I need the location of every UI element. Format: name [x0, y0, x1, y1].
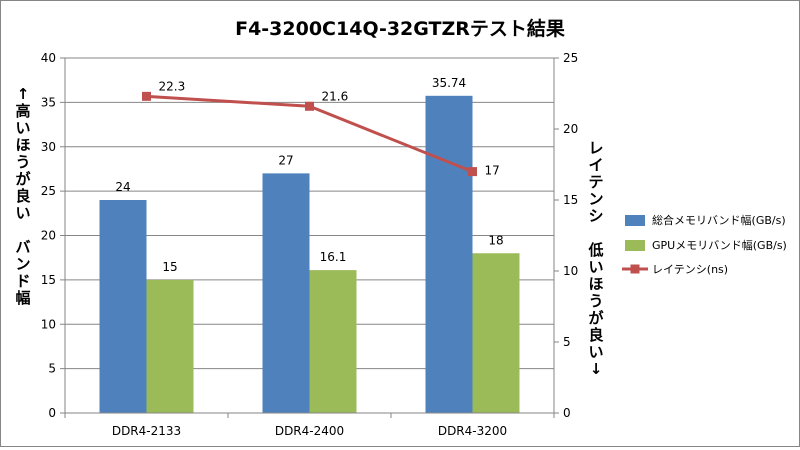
latency-marker: [468, 167, 477, 177]
y-tick-label-left: 40: [41, 51, 56, 65]
y-tick-label-right: 15: [563, 193, 578, 207]
y-tick-label-left: 15: [41, 273, 56, 287]
bar-data-label: 27: [278, 153, 293, 167]
bar-data-label: 15: [162, 260, 177, 274]
y-axis-title-left-char: ほ: [15, 136, 30, 154]
bar-data-label: 16.1: [320, 250, 347, 264]
y-axis-title-left-char: バ: [15, 238, 30, 256]
bar-data-label: 35.74: [432, 76, 466, 90]
x-tick-label: DDR4-2133: [112, 424, 181, 438]
y-axis-title-left-char: ド: [15, 272, 30, 290]
y-axis-title-right-char: ほ: [588, 275, 603, 293]
y-axis-title-right-char: テ: [588, 173, 603, 191]
y-axis-title-right-char: う: [588, 292, 603, 310]
latency-marker: [142, 91, 151, 101]
bar: [262, 173, 310, 413]
y-tick-label-right: 10: [563, 264, 578, 278]
line-data-label: 22.3: [159, 79, 186, 93]
legend: 総合メモリバンド幅(GB/s) GPUメモリバンド幅(GB/s) レイテンシ(ns): [622, 213, 787, 276]
y-axis-title-right-char: イ: [588, 156, 603, 174]
y-axis-title-right-char: ↓: [590, 360, 603, 378]
y-tick-label-left: 20: [41, 229, 56, 243]
legend-swatch: [625, 215, 645, 226]
line-data-label: 21.6: [322, 89, 349, 103]
legend-label: GPUメモリバンド幅(GB/s): [652, 239, 787, 252]
y-axis-title-left-char: が: [15, 170, 31, 188]
bar: [425, 95, 473, 414]
bar: [472, 253, 520, 413]
legend-marker: [630, 264, 640, 274]
y-tick-label-left: 25: [41, 184, 56, 198]
y-axis-title-left-char: い: [15, 204, 30, 222]
y-axis-title-right-char: 良: [588, 326, 603, 344]
y-axis-title-right-char: レ: [588, 139, 603, 157]
y-tick-label-right: 25: [563, 51, 578, 65]
axes: 0 5 10 15 20 25 30 35 40 0 5 10 15 20 25 DDR4-2133 DDR4-…: [41, 51, 579, 438]
y-axis-title-left-char: 幅: [15, 289, 30, 307]
y-tick-label-right: 5: [563, 335, 571, 349]
legend-label: 総合メモリバンド幅(GB/s): [652, 213, 786, 227]
y-axis-title-right-char: シ: [588, 207, 603, 225]
y-axis-title-left-char: い: [15, 119, 30, 137]
x-tick-label: DDR4-3200: [438, 424, 507, 438]
y-tick-label-right: 0: [563, 406, 571, 420]
y-axis-title-left-char: う: [15, 153, 30, 171]
y-axis-title-right-char: い: [588, 343, 603, 361]
x-tick-label: DDR4-2400: [275, 424, 344, 438]
y-axis-title-left-char: 高: [15, 102, 30, 120]
latency-marker: [305, 101, 314, 111]
legend-swatch: [625, 240, 645, 251]
bar: [146, 279, 194, 413]
y-tick-label-left: 35: [41, 95, 56, 109]
y-axis-title-right-char: い: [588, 258, 603, 276]
y-tick-label-left: 0: [48, 406, 56, 420]
bar: [99, 200, 147, 413]
y-tick-label-right: 20: [563, 122, 578, 136]
bar-data-label: 24: [115, 180, 130, 194]
y-axis-title-right-char: ン: [588, 190, 603, 208]
bar-series: [99, 95, 520, 414]
bar: [309, 270, 357, 413]
line-data-label: 17: [485, 164, 500, 178]
y-tick-label-left: 30: [41, 140, 56, 154]
bar-data-label: 18: [488, 233, 503, 247]
y-axis-title-right-char: が: [588, 309, 604, 327]
y-axis-title-left-char: ン: [15, 255, 30, 273]
legend-label: レイテンシ(ns): [652, 263, 728, 276]
line-series: [142, 91, 477, 177]
y-axis-title-left-char: 良: [15, 187, 30, 205]
y-tick-label-left: 10: [41, 317, 56, 331]
y-axis-title-left-char: ↑: [17, 85, 30, 103]
y-axis-title-right-char: 低: [587, 241, 603, 259]
y-tick-label-left: 5: [48, 362, 56, 376]
chart-title: F4-3200C14Q-32GTZRテスト結果: [235, 17, 565, 40]
data-labels: 24 27 35.74 15 16.1 18 22.3 21.6 17: [115, 76, 503, 274]
